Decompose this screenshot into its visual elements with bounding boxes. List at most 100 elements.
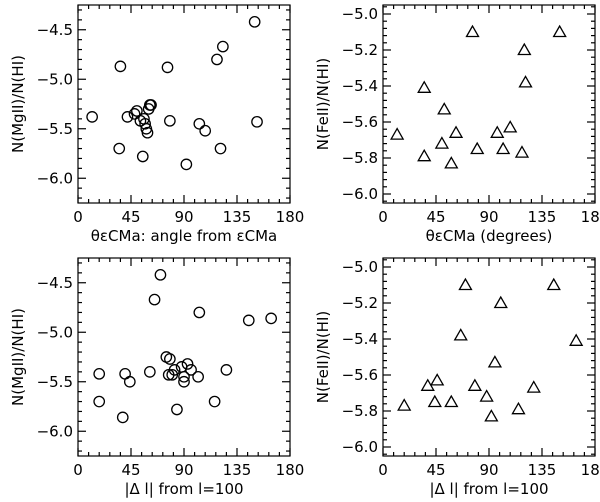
panel-2: 0 45 90 135 180 −5.0 −5.2 −5.4 −5.6 −5.8 −6.0 θεCMa… — [314, 4, 600, 245]
data-point-circle — [248, 15, 261, 28]
data-point-circle — [178, 370, 190, 383]
y-tick-label: −5.8 — [342, 402, 378, 420]
data-point-circle — [123, 375, 136, 388]
data-point-circle — [116, 411, 129, 424]
y-tick-label: −5.0 — [37, 70, 73, 88]
y-tick-label: −5.5 — [37, 120, 73, 138]
y-tick-label: −6.0 — [342, 438, 378, 456]
data-point-triangle — [437, 102, 452, 115]
data-point-circle — [242, 314, 255, 327]
data-point-triangle — [453, 328, 468, 341]
y-tick-label: −5.5 — [37, 373, 73, 391]
data-point-circle — [265, 312, 278, 325]
x-tick-label: 90 — [174, 461, 193, 479]
x-tick-label: 45 — [426, 461, 445, 479]
data-point-circle — [113, 142, 126, 155]
data-point-triangle — [390, 127, 405, 140]
x-tick-label: 90 — [479, 461, 498, 479]
data-point-triangle — [493, 295, 508, 309]
data-point-circle — [171, 403, 183, 416]
data-point-circle — [217, 40, 229, 53]
panel-4: 0 45 90 135 180 −5.0 −5.2 −5.4 −5.6 −5.8 −6.0 |Δ l|… — [314, 257, 600, 498]
data-point-circle — [220, 364, 233, 376]
data-point-triangle — [487, 355, 503, 368]
data-point-triangle — [496, 141, 511, 155]
y-tick-label: −5.0 — [37, 323, 73, 341]
data-point-circle — [131, 105, 143, 117]
plot-frame — [77, 257, 291, 457]
data-point-circle — [136, 150, 149, 163]
x-tick-label: 45 — [121, 208, 140, 226]
y-tick-label: −5.4 — [342, 77, 378, 95]
data-point-circle — [164, 114, 176, 127]
data-point-circle — [251, 115, 263, 128]
data-point-circle — [214, 142, 227, 155]
data-point-circle — [181, 358, 194, 370]
y-tick-label: −5.6 — [342, 113, 378, 131]
y-tick-label: −5.2 — [342, 294, 378, 312]
data-point-circle — [199, 124, 212, 137]
data-point-circle — [93, 367, 106, 380]
data-point-triangle — [514, 145, 530, 158]
data-point-triangle — [397, 398, 412, 411]
x-axis-label: |Δ l| from l=100 — [429, 480, 548, 498]
x-tick-label: 45 — [426, 208, 445, 226]
data-point-circle — [121, 111, 134, 123]
data-point-circle — [114, 60, 127, 73]
y-axis-label: N(MgII)/N(HI) — [9, 55, 27, 153]
data-point-circle — [161, 61, 174, 74]
y-tick-label: −5.4 — [342, 330, 378, 348]
data-point-triangle — [490, 125, 505, 138]
data-point-circle — [164, 353, 176, 365]
y-tick-label: −5.8 — [342, 149, 378, 167]
data-point-circle — [128, 108, 141, 120]
x-tick-label: 135 — [223, 208, 252, 226]
x-tick-label: 180 — [581, 461, 600, 479]
x-tick-label: 135 — [223, 461, 252, 479]
y-tick-label: −5.2 — [342, 41, 378, 59]
data-point-circle — [211, 53, 223, 66]
data-point-circle — [168, 364, 181, 376]
data-point-triangle — [517, 42, 532, 56]
data-point-circle — [145, 99, 157, 111]
x-tick-label: 0 — [73, 461, 83, 479]
data-point-triangle — [444, 394, 459, 408]
x-axis-label: |Δ l| from l=100 — [124, 480, 243, 498]
x-tick-label: 135 — [528, 208, 557, 226]
y-tick-label: −6.0 — [342, 185, 378, 203]
y-tick-label: −4.5 — [37, 21, 73, 39]
data-point-circle — [148, 293, 161, 306]
x-tick-label: 0 — [378, 208, 388, 226]
data-point-circle — [208, 395, 221, 408]
y-tick-label: −6.0 — [37, 422, 73, 440]
data-point-triangle — [569, 333, 584, 346]
panel-3: 0 45 90 135 180 −4.5 −5.0 −5.5 −6.0 |Δ l| from l=… — [9, 257, 304, 498]
data-point-circle — [119, 367, 131, 380]
y-axis-label: N(FeII)/N(HI) — [314, 58, 332, 151]
data-point-triangle — [518, 75, 533, 88]
x-tick-label: 180 — [581, 208, 600, 226]
data-point-triangle — [479, 389, 494, 402]
x-tick-label: 45 — [121, 461, 140, 479]
data-point-triangle — [467, 378, 482, 391]
data-point-circle — [192, 370, 204, 383]
x-tick-label: 0 — [73, 208, 83, 226]
data-point-triangle — [546, 277, 561, 291]
plot-frame — [382, 257, 596, 457]
data-point-circle — [86, 111, 98, 123]
data-point-triangle — [417, 148, 432, 162]
data-point-triangle — [526, 380, 541, 393]
data-point-triangle — [511, 401, 526, 415]
data-point-circle — [154, 268, 167, 281]
plot-frame — [382, 4, 596, 204]
data-point-triangle — [444, 156, 459, 169]
y-tick-label: −5.0 — [342, 258, 378, 276]
x-tick-label: 90 — [174, 208, 193, 226]
data-point-circle — [93, 395, 106, 408]
data-point-circle — [180, 158, 193, 171]
panel-1: 0 45 90 135 180 −4.5 −5.0 −5.5 −6.0 θεCMa: angle … — [9, 4, 304, 245]
data-point-triangle — [434, 136, 450, 149]
data-point-circle — [193, 117, 206, 130]
data-point-triangle — [503, 120, 518, 133]
